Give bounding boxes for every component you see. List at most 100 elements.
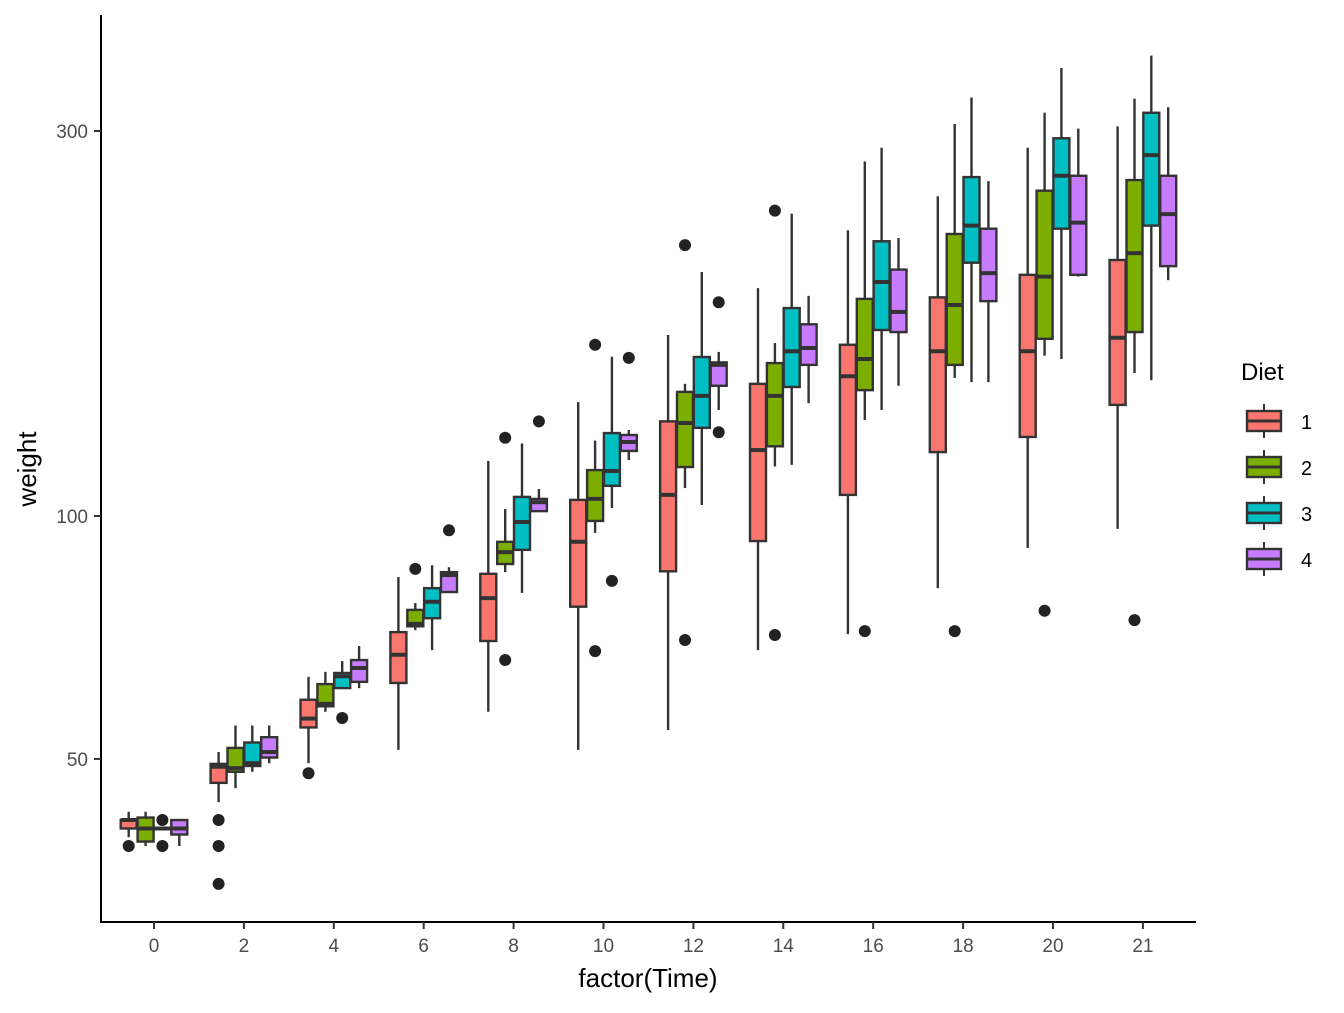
box [889, 268, 908, 334]
x-tick-label: 4 [329, 936, 340, 957]
box [782, 306, 801, 389]
y-tick-label: 50 [67, 750, 88, 771]
box-diet-4-time-16 [889, 238, 908, 386]
x-tick-label: 10 [593, 936, 614, 957]
box-diet-3-time-12 [692, 272, 711, 505]
box-diet-1-time-18 [928, 196, 947, 589]
box-diet-1-time-21 [1108, 126, 1127, 529]
box-diet-2-time-4 [316, 671, 335, 712]
box-diet-2-time-14 [765, 204, 785, 642]
box-diet-1-time-6 [389, 577, 408, 750]
outlier-point [302, 767, 315, 780]
box-diet-4-time-4 [349, 646, 369, 689]
x-tick-label: 12 [683, 936, 704, 957]
box-diet-1-time-0 [119, 811, 138, 853]
box [1069, 174, 1088, 277]
outlier-point [532, 415, 545, 428]
box [765, 361, 785, 448]
box [479, 572, 498, 643]
legend: Diet 1 2 3 4 [1241, 359, 1312, 576]
x-tick-label: 6 [418, 936, 429, 957]
legend-key-diet-3: 3 [1245, 496, 1312, 530]
box-diet-4-time-21 [1158, 107, 1178, 281]
box-diet-1-time-8 [479, 460, 498, 712]
box-diet-3-time-18 [962, 97, 981, 383]
box [692, 355, 711, 430]
x-tick-label: 16 [863, 936, 884, 957]
box [260, 735, 279, 759]
box [299, 698, 318, 729]
box-diet-2-time-16 [855, 161, 874, 638]
box-diet-4-time-0 [170, 818, 189, 847]
box-diet-1-time-4 [299, 676, 318, 780]
box [1125, 178, 1144, 334]
legend-label: 2 [1301, 458, 1312, 480]
box [389, 630, 408, 685]
box-diet-4-time-20 [1069, 128, 1088, 277]
legend-label: 1 [1301, 412, 1312, 434]
box-diet-4-time-8 [529, 415, 549, 513]
box [1052, 137, 1071, 230]
box [439, 570, 459, 594]
box-diet-2-time-0 [136, 811, 155, 847]
box [1108, 258, 1127, 407]
outlier-point [122, 840, 135, 853]
box [602, 431, 622, 487]
box-diet-3-time-0 [153, 814, 172, 853]
legend-label: 3 [1301, 504, 1312, 526]
box-diet-4-time-14 [799, 295, 818, 404]
outlier-point [443, 524, 455, 537]
x-axis-title: factor(Time) [578, 963, 717, 993]
box-diet-4-time-2 [260, 725, 279, 764]
x-tick-label: 8 [508, 936, 519, 957]
plot-panel [119, 55, 1178, 890]
box [748, 382, 768, 543]
outlier-point [712, 296, 725, 309]
outlier-point [499, 431, 512, 444]
y-axis-title: weight [12, 431, 42, 508]
x-tick-label: 21 [1132, 936, 1153, 957]
y-axis-ticks: 50 100 300 [56, 122, 101, 771]
box [1035, 189, 1054, 340]
box [1158, 174, 1178, 268]
box [316, 682, 335, 708]
x-axis-ticks: 0 2 4 6 8 10 12 14 16 18 20 21 [149, 922, 1153, 957]
box-diet-2-time-6 [406, 562, 425, 631]
box-diet-3-time-16 [872, 147, 891, 411]
box-diet-3-time-8 [512, 443, 532, 593]
outlier-point [605, 574, 618, 587]
outlier-point [858, 625, 871, 638]
box [349, 658, 369, 684]
box [855, 297, 874, 392]
box-diet-2-time-12 [675, 239, 695, 647]
box-diet-1-time-20 [1018, 147, 1037, 548]
box [799, 323, 818, 367]
outlier-point [336, 711, 349, 724]
outlier-point [589, 645, 602, 658]
outlier-point [212, 840, 225, 853]
box-diet-3-time-6 [422, 565, 442, 651]
box-diet-1-time-12 [658, 335, 678, 731]
box-diet-1-time-14 [748, 288, 768, 651]
outlier-point [622, 351, 635, 364]
box-diet-3-time-21 [1142, 55, 1161, 381]
x-tick-label: 0 [149, 936, 160, 957]
outlier-point [948, 625, 961, 638]
box-diet-3-time-20 [1052, 68, 1071, 360]
outlier-point [768, 629, 781, 642]
outlier-point [499, 654, 512, 667]
outlier-point [589, 338, 602, 351]
box-diet-1-time-10 [569, 402, 588, 750]
outlier-point [679, 239, 691, 252]
legend-key-diet-2: 2 [1245, 450, 1312, 484]
legend-title: Diet [1241, 359, 1284, 386]
box-diet-4-time-10 [619, 351, 638, 461]
box-diet-3-time-14 [782, 213, 801, 465]
legend-key-diet-1: 1 [1245, 404, 1312, 438]
box-diet-4-time-6 [439, 524, 459, 594]
box [1018, 273, 1037, 439]
x-tick-label: 20 [1042, 936, 1063, 957]
outlier-point [212, 814, 225, 827]
box [838, 343, 858, 497]
